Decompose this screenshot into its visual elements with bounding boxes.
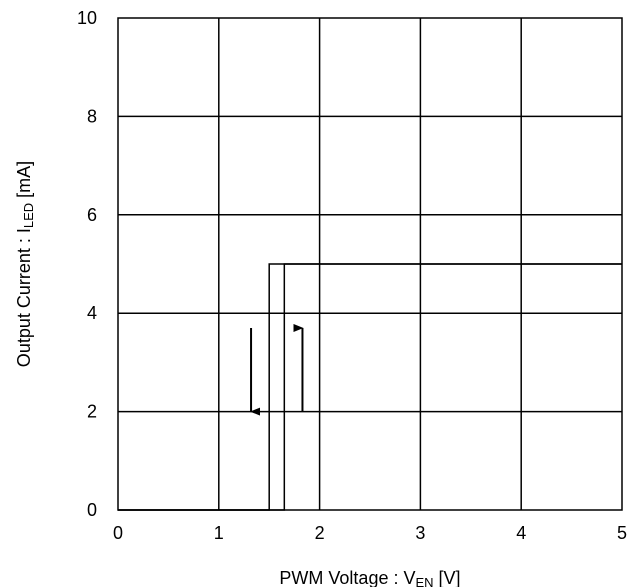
y-tick-label: 8 — [87, 106, 97, 126]
series-line-1 — [118, 263, 622, 511]
x-tick-label: 3 — [415, 523, 425, 543]
x-axis-title: PWM Voltage : VEN [V] — [279, 568, 460, 587]
x-axis-title-subscript: EN — [415, 575, 433, 587]
tick-labels: 0 1 2 3 4 5 0 2 4 6 8 10 — [77, 8, 627, 543]
x-tick-label: 4 — [516, 523, 526, 543]
y-tick-label: 0 — [87, 500, 97, 520]
y-tick-label: 2 — [87, 402, 97, 422]
x-tick-label: 5 — [617, 523, 627, 543]
series-group — [118, 263, 622, 511]
x-tick-label: 2 — [315, 523, 325, 543]
y-axis-title-unit: [mA] — [14, 161, 34, 203]
x-tick-label: 1 — [214, 523, 224, 543]
series-line-2 — [118, 263, 622, 511]
annotations — [250, 323, 304, 416]
y-tick-label: 6 — [87, 205, 97, 225]
y-tick-label: 10 — [77, 8, 97, 28]
x-axis-title-unit: [V] — [434, 568, 461, 587]
y-axis-title-main: Output Current : I — [14, 228, 34, 367]
y-tick-label: 4 — [87, 303, 97, 323]
y-axis-title-subscript: LED — [21, 203, 36, 228]
x-axis-title-main: PWM Voltage : V — [279, 568, 415, 587]
x-tick-label: 0 — [113, 523, 123, 543]
y-axis-title: Output Current : ILED [mA] — [14, 161, 36, 367]
